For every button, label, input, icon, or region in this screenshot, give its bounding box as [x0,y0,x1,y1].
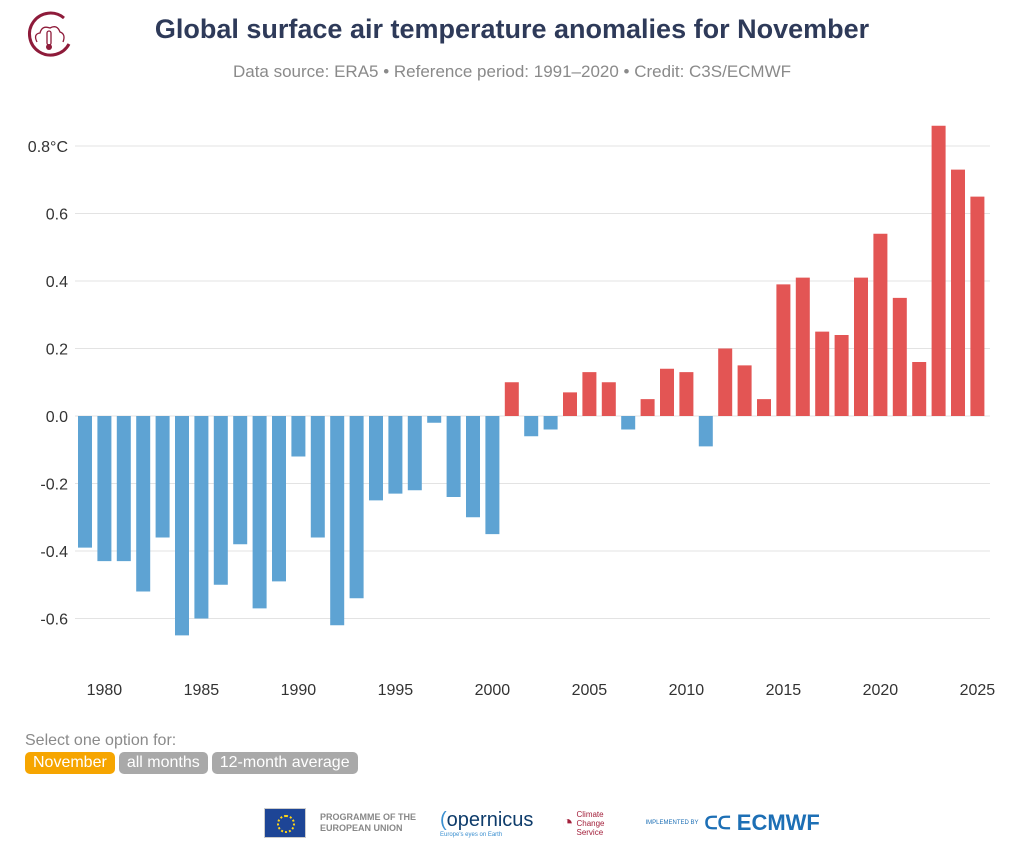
bar-chart: 0.8°C 0.6 0.4 0.2 0.0 -0.2 -0.4 -0.6 1980 1985 199… [28,125,996,699]
y-tick-label: 0.0 [46,409,68,426]
implemented-by-text: IMPLEMENTED BY [645,820,699,826]
bar-2004[interactable] [563,392,577,416]
bar-2020[interactable] [873,233,888,416]
bar-1991[interactable] [310,416,325,538]
bar-1997[interactable] [427,416,442,423]
bar-1992[interactable] [330,416,345,626]
ecmwf-text: ECMWF [736,810,820,835]
eu-flag-icon [264,808,306,838]
footer-logos: PROGRAMME OF THE EUROPEAN UNION (opernic… [264,808,820,838]
y-tick-label: -0.2 [40,477,68,494]
bar-1984[interactable] [175,416,189,636]
bar-2009[interactable] [660,368,674,416]
bar-2022[interactable] [912,362,927,416]
climate-logo-icon [27,11,71,57]
bar-2010[interactable] [679,372,694,416]
option-group: November all months 12-month average [25,752,358,774]
bar-2007[interactable] [621,416,636,430]
bar-2013[interactable] [737,365,752,416]
bar-1994[interactable] [369,416,383,501]
bar-2002[interactable] [524,416,539,437]
bar-2018[interactable] [834,335,849,416]
x-tick-label: 1990 [281,682,317,699]
bar-1986[interactable] [213,416,228,585]
c3s-logo: ◔ Climate Change Service [561,810,621,837]
x-tick-label: 1995 [378,682,414,699]
c3s-text: Climate Change Service [576,809,605,837]
bar-2024[interactable] [951,169,965,416]
bar-2003[interactable] [543,416,558,430]
x-tick-label: 1985 [184,682,220,699]
bar-2006[interactable] [601,382,616,416]
c3s-icon: ◔ [561,811,574,834]
bar-1980[interactable] [97,416,112,562]
bar-1995[interactable] [388,416,403,494]
bar-2001[interactable] [504,382,519,416]
y-tick-label: 0.8°C [28,139,68,156]
y-tick-label: 0.2 [46,342,68,359]
bar-1990[interactable] [291,416,306,457]
option-november[interactable]: November [25,752,115,774]
x-tick-label: 2000 [475,682,511,699]
copernicus-tagline: Europe's eyes on Earth [440,831,503,838]
x-tick-label: 2025 [960,682,996,699]
bar-2012[interactable] [718,348,733,417]
bar-2008[interactable] [640,399,655,416]
bar-2015[interactable] [776,284,791,416]
option-all-months[interactable]: all months [118,752,208,774]
y-tick-label: -0.4 [40,544,68,561]
bar-2005[interactable] [582,372,597,416]
bar-1982[interactable] [136,416,151,592]
x-tick-label: 1980 [87,682,123,699]
ecmwf-icon: ᑕᑕ [704,812,731,833]
bar-2017[interactable] [815,331,830,416]
bar-2025[interactable] [970,196,985,416]
eu-programme-text: PROGRAMME OF THE EUROPEAN UNION [320,812,416,833]
chart-title: Global surface air temperature anomalies… [154,14,870,44]
x-tick-label: 2010 [669,682,705,699]
bar-2019[interactable] [854,277,868,416]
option-12-month-average[interactable]: 12-month average [211,752,358,774]
bar-2000[interactable] [485,416,500,535]
x-tick-label: 2020 [863,682,899,699]
y-tick-label: 0.6 [46,207,68,224]
bar-1989[interactable] [272,416,286,582]
bar-1988[interactable] [252,416,267,609]
bar-1999[interactable] [466,416,480,518]
bar-1998[interactable] [446,416,461,497]
ecmwf-logo: IMPLEMENTED BY ᑕᑕ ECMWF [645,810,819,836]
bar-1985[interactable] [194,416,209,619]
x-tick-label: 2005 [572,682,608,699]
bar-2011[interactable] [698,416,713,447]
y-tick-label: -0.6 [40,612,68,629]
bar-1987[interactable] [233,416,248,545]
copernicus-text: opernicus [446,808,534,831]
bar-2016[interactable] [795,277,810,416]
y-tick-label: 0.4 [46,274,68,291]
bar-2021[interactable] [892,297,907,416]
bar-1983[interactable] [155,416,170,538]
bar-2023[interactable] [931,125,946,416]
bar-1993[interactable] [349,416,364,599]
chart-subtitle: Data source: ERA5 • Reference period: 19… [232,62,792,81]
option-label: Select one option for: [25,732,177,749]
bar-1996[interactable] [407,416,422,491]
bar-2014[interactable] [757,399,771,416]
bar-1981[interactable] [116,416,131,562]
bar-1979[interactable] [78,416,92,548]
copernicus-logo: (opernicus Europe's eyes on Earth [440,808,534,838]
x-tick-label: 2015 [766,682,802,699]
